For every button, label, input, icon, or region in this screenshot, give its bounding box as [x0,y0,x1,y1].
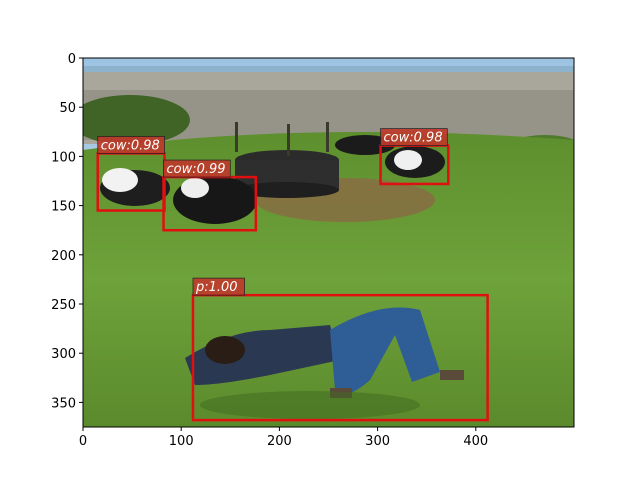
y-tick-label: 300 [51,347,76,362]
y-tick-label: 50 [59,101,76,116]
x-tick-label: 0 [79,434,87,449]
detection-label-bg [192,277,245,296]
x-axis: 0 100 200 300 400 [79,427,488,449]
detection-box [191,293,489,422]
detection-label: cow:0.99 [167,162,226,177]
x-tick-label: 400 [463,434,488,449]
y-tick-label: 200 [51,249,76,264]
detection-label: cow:0.98 [101,138,160,153]
y-axis: 0 50 100 150 200 250 300 350 [51,52,83,411]
x-tick-label: 200 [267,434,292,449]
detection-label: cow:0.98 [384,131,443,146]
detection-1: cow:0.99 [162,159,258,232]
photo-scene [83,58,574,427]
detection-2: cow:0.98 [379,128,450,186]
detection-label: p:1.00 [195,280,238,295]
detection-label-bg [380,128,448,146]
detection-label-bg [163,159,231,178]
detection-label-bg [97,136,165,154]
y-tick-label: 250 [51,298,76,313]
detection-overlays: cow:0.98 cow:0.99 cow:0.98 p:1.00 [96,128,489,422]
detection-0: cow:0.98 [96,136,166,212]
x-tick-label: 100 [169,434,194,449]
axes-frame [82,57,575,428]
y-tick-label: 0 [68,52,76,67]
detection-3: p:1.00 [191,277,489,422]
y-tick-label: 150 [51,200,76,215]
x-tick-label: 300 [365,434,390,449]
y-tick-label: 100 [51,150,76,165]
y-tick-label: 350 [51,396,76,411]
